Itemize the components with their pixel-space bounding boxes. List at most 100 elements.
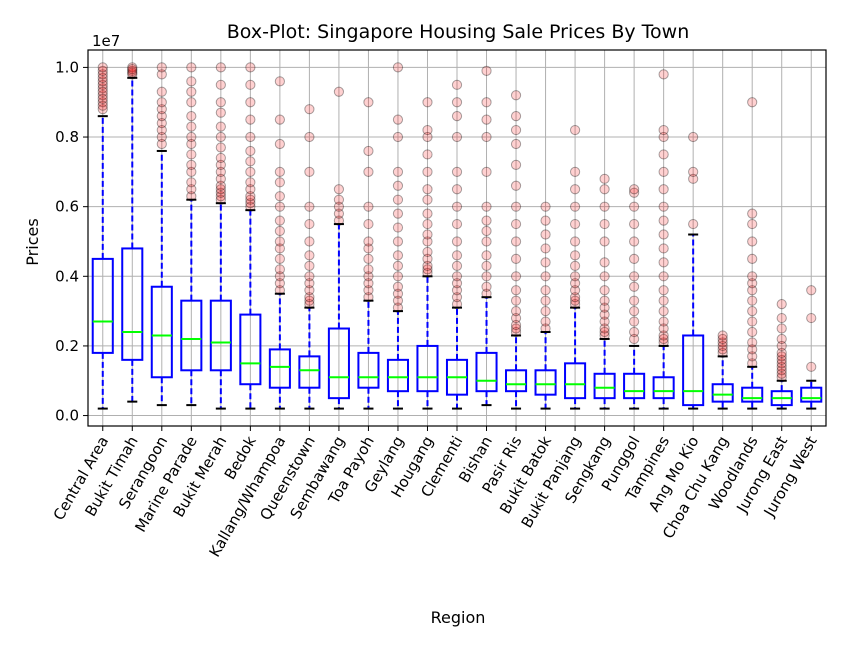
flier-point	[215, 79, 226, 90]
flier-point	[658, 271, 669, 282]
box-group	[209, 62, 232, 410]
flier-point	[97, 86, 108, 97]
flier-point	[540, 229, 551, 240]
flier-point	[451, 271, 463, 282]
flier-point	[392, 222, 404, 233]
flier-point	[569, 124, 581, 136]
box-group	[623, 184, 646, 410]
flier-point	[304, 278, 315, 289]
flier-point	[363, 218, 374, 230]
flier-point	[658, 69, 669, 80]
flier-point	[629, 306, 640, 317]
box-group	[357, 97, 380, 410]
flier-point	[510, 326, 522, 338]
flier-point	[717, 344, 728, 355]
flier-point	[481, 260, 492, 271]
flier-point	[156, 111, 167, 122]
flier-point	[658, 257, 669, 268]
flier-point	[510, 271, 522, 282]
flier-point	[688, 218, 699, 230]
flier-point	[747, 326, 758, 338]
flier-point	[599, 330, 610, 341]
box-rect	[593, 372, 616, 400]
flier-point	[717, 333, 728, 345]
flier-point	[658, 149, 669, 160]
flier-point	[333, 201, 345, 212]
flier-point	[540, 316, 551, 327]
flier-point	[658, 229, 669, 240]
box-rect	[180, 299, 203, 372]
flier-point	[510, 236, 522, 247]
flier-point	[658, 243, 669, 254]
flier-point	[274, 191, 285, 202]
y-tick-label: 0.0	[55, 407, 79, 425]
flier-point	[274, 225, 285, 237]
box-group	[534, 201, 557, 410]
flier-point	[717, 330, 728, 341]
box-rect	[711, 383, 734, 403]
flier-point	[451, 260, 463, 271]
flier-point	[186, 121, 197, 132]
flier-point	[363, 253, 374, 264]
box-group	[564, 124, 587, 410]
flier-point	[97, 97, 108, 108]
flier-point	[599, 309, 610, 320]
flier-point	[510, 180, 522, 191]
flier-point	[717, 347, 728, 358]
flier-point	[569, 184, 581, 195]
flier-point	[97, 100, 108, 111]
flier-point	[688, 131, 699, 143]
flier-point	[97, 69, 108, 80]
flier-point	[806, 312, 817, 324]
flier-point	[599, 201, 610, 212]
flier-point	[481, 97, 492, 108]
flier-point	[569, 250, 581, 261]
flier-point	[304, 131, 315, 143]
flier-point	[97, 65, 108, 76]
flier-point	[127, 64, 138, 75]
flier-point	[274, 264, 285, 275]
flier-point	[599, 173, 610, 184]
flier-point	[215, 152, 226, 164]
flier-point	[422, 229, 433, 240]
flier-point	[776, 358, 787, 369]
flier-point	[215, 191, 226, 202]
box-group	[475, 65, 498, 407]
flier-point	[245, 166, 256, 177]
box-group	[741, 97, 764, 410]
flier-point	[658, 215, 669, 226]
flier-point	[392, 131, 404, 143]
flier-point	[363, 166, 374, 177]
flier-point	[333, 86, 345, 97]
box-rect	[386, 358, 409, 393]
flier-point	[510, 90, 522, 101]
flier-point	[97, 72, 108, 83]
flier-point	[215, 184, 226, 195]
flier-point	[451, 299, 463, 310]
flier-point	[304, 292, 315, 303]
flier-point	[747, 218, 758, 230]
box-rect	[741, 386, 764, 403]
flier-point	[97, 104, 108, 115]
flier-point	[747, 295, 758, 306]
flier-point	[304, 201, 315, 212]
flier-point	[747, 208, 758, 219]
flier-point	[629, 326, 640, 338]
flier-point	[304, 250, 315, 261]
box-rect	[268, 348, 291, 389]
flier-point	[510, 218, 522, 230]
flier-point	[510, 285, 522, 296]
box-group	[327, 86, 350, 410]
flier-point	[629, 271, 640, 282]
flier-point	[481, 114, 492, 125]
flier-point	[540, 201, 551, 212]
box-rect	[623, 372, 646, 400]
flier-point	[304, 104, 315, 115]
flier-point	[569, 201, 581, 212]
flier-point	[481, 131, 492, 143]
flier-point	[422, 208, 433, 219]
flier-point	[215, 187, 226, 198]
flier-point	[451, 166, 463, 177]
box-rect	[357, 351, 380, 389]
